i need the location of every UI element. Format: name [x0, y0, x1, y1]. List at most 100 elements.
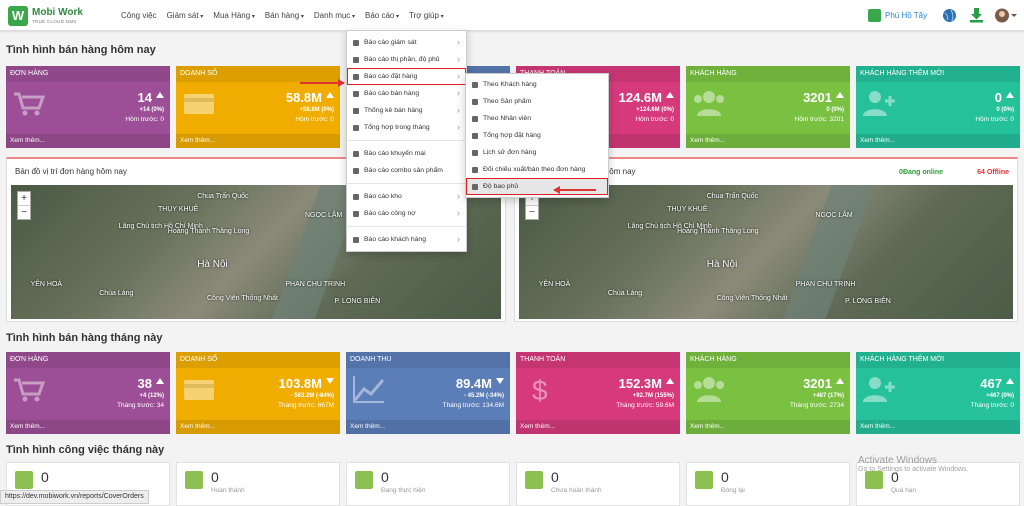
- avatar[interactable]: [995, 8, 1017, 23]
- card-more-link[interactable]: Xem thêm...: [856, 134, 1020, 148]
- card-value: 14: [137, 90, 152, 105]
- stat-card[interactable]: DOANH SỐ 103.8M - 563.2M (-84%) Tháng trước…: [176, 352, 340, 434]
- trend-arrow: [1006, 378, 1014, 384]
- card-more-link[interactable]: Xem thêm...: [176, 420, 340, 434]
- menu-item[interactable]: Báo cáo giám sát: [347, 34, 466, 51]
- card-value: 89.4M: [455, 376, 492, 391]
- card-more-link[interactable]: Xem thêm...: [6, 420, 170, 434]
- menu-item[interactable]: Mua Hàng: [213, 11, 255, 20]
- card-header: KHÁCH HÀNG THÊM MỚI: [856, 66, 1020, 82]
- card-icon: [692, 88, 726, 123]
- card-delta: 0 (0%): [996, 107, 1014, 113]
- map-place: Hoàng Thành Thăng Long: [677, 227, 759, 235]
- menu-item[interactable]: Báo cáo đặt hàng: [347, 68, 466, 85]
- arrow-head: [553, 186, 560, 194]
- card-value: 38: [137, 376, 152, 391]
- work-card[interactable]: 0 Đóng lại: [686, 462, 850, 506]
- submenu-item[interactable]: Theo Khách hàng: [466, 76, 608, 93]
- stat-card[interactable]: KHÁCH HÀNG 3201 0 (0%) Hôm trước: 3201 Xem t…: [686, 66, 850, 148]
- work-card[interactable]: 0 Hoàn thành: [176, 462, 340, 506]
- card-more-link[interactable]: Xem thêm...: [686, 420, 850, 434]
- menu-item[interactable]: Báo cáo kho: [347, 188, 466, 205]
- store-select[interactable]: Phú Hồ Tây: [885, 11, 928, 20]
- stat-card[interactable]: KHÁCH HÀNG THÊM MỚI 0 0 (0%) Hôm trước: 0 Xe…: [856, 66, 1020, 148]
- menu-item[interactable]: Danh mục: [314, 11, 355, 20]
- trend-arrow: [1006, 92, 1014, 98]
- submenu-item[interactable]: Đối chiếu xuất/bán theo đơn hàng: [466, 161, 608, 178]
- stat-card[interactable]: DOANH SỐ 58.8M +58.8M (0%) Hôm trước: 0 Xem …: [176, 66, 340, 148]
- menu-item[interactable]: Báo cáo khuyến mại: [347, 145, 466, 162]
- logo-title[interactable]: Mobi Work: [32, 7, 83, 18]
- menu-item[interactable]: Công việc: [121, 11, 157, 20]
- submenu-item[interactable]: Theo Nhân viên: [466, 110, 608, 127]
- watermark-title: Activate Windows: [858, 455, 937, 466]
- menu-item[interactable]: Giám sát: [167, 11, 204, 20]
- stat-card[interactable]: KHÁCH HÀNG 3201 +467 (17%) Tháng trước: 273…: [686, 352, 850, 434]
- card-more-link[interactable]: Xem thêm...: [346, 420, 510, 434]
- trend-arrow: [496, 378, 504, 384]
- map[interactable]: Chua Trấn Quốc THỤY KHUÊ Lăng Chủ tịch Hồ …: [519, 185, 1013, 319]
- zoom-in[interactable]: +: [529, 193, 535, 204]
- zoom-control[interactable]: + −: [17, 191, 31, 220]
- work-card[interactable]: 0 Đang thực hiện: [346, 462, 510, 506]
- card-header: ĐƠN HÀNG: [6, 66, 170, 82]
- map-place: YÊN HOÀ: [538, 281, 571, 289]
- card-more-link[interactable]: Xem thêm...: [686, 134, 850, 148]
- menu-item[interactable]: Báo cáo: [365, 11, 399, 20]
- annotation-arrow: [560, 189, 596, 191]
- stat-card[interactable]: ĐƠN HÀNG 38 +4 (12%) Tháng trước: 34 Xem thê…: [6, 352, 170, 434]
- submenu-item[interactable]: Lịch sử đơn hàng: [466, 144, 608, 161]
- card-more-link[interactable]: Xem thêm...: [6, 134, 170, 148]
- zoom-in[interactable]: +: [21, 193, 27, 204]
- download-icon[interactable]: [969, 7, 984, 23]
- map-place: PHAN CHU TRINH: [795, 281, 856, 289]
- submenu-item[interactable]: Tổng hợp đặt hàng: [466, 127, 608, 144]
- card-more-link[interactable]: Xem thêm...: [856, 420, 1020, 434]
- icon: [14, 92, 46, 116]
- menu-item[interactable]: Bán hàng: [265, 11, 304, 20]
- card-header: KHÁCH HÀNG: [686, 352, 850, 368]
- menu-item[interactable]: Trợ giúp: [409, 11, 444, 20]
- menu-item[interactable]: Báo cáo công nợ: [347, 205, 466, 222]
- menu-item[interactable]: Báo cáo combo sản phẩm: [347, 162, 466, 179]
- card-more-link[interactable]: Xem thêm...: [176, 134, 340, 148]
- arrow-head: [338, 79, 345, 87]
- card-previous: Tháng trước: 667M: [278, 402, 334, 409]
- card-icon: [12, 88, 46, 123]
- work-icon: [15, 471, 33, 489]
- menu-item[interactable]: Báo cáo khách hàng: [347, 231, 466, 248]
- work-icon: [865, 471, 883, 489]
- map-place: Lăng Chủ tịch Hồ Chí Minh: [627, 222, 712, 230]
- card-delta: 0 (0%): [826, 107, 844, 113]
- work-icon: [185, 471, 203, 489]
- stat-card[interactable]: DOANH THU 89.4M - 45.2M (-34%) Tháng trước:…: [346, 352, 510, 434]
- card-more-link[interactable]: Xem thêm...: [516, 420, 680, 434]
- menu-item[interactable]: Tổng hợp trong tháng: [347, 119, 466, 136]
- map-place: Lăng Chủ tịch Hồ Chí Minh: [118, 222, 203, 230]
- work-label: Đóng lại: [721, 487, 745, 494]
- card-value: 0: [994, 90, 1002, 105]
- submenu-item[interactable]: Theo Sản phẩm: [466, 93, 608, 110]
- work-value: 0: [721, 469, 729, 485]
- zoom-out[interactable]: −: [526, 205, 538, 219]
- menu-item[interactable]: Báo cáo bán hàng: [347, 85, 466, 102]
- card-value: 58.8M: [285, 90, 322, 105]
- logo-icon[interactable]: W: [8, 6, 28, 26]
- online-count: 0Đang online: [899, 169, 943, 176]
- stat-card[interactable]: THANH TOÁN $152.3M +92.7M (155%) Tháng trướ…: [516, 352, 680, 434]
- card-previous: Hôm trước: 0: [125, 116, 164, 123]
- globe-icon[interactable]: [942, 8, 957, 23]
- menu-item[interactable]: Thống kê bán hàng: [347, 102, 466, 119]
- work-value: 0: [891, 469, 899, 485]
- icon: [14, 378, 46, 402]
- work-card[interactable]: 0 Chưa hoàn thành: [516, 462, 680, 506]
- submenu-item[interactable]: Độ bao phủ: [466, 178, 608, 195]
- card-value: 467: [980, 376, 1002, 391]
- zoom-out[interactable]: −: [18, 205, 30, 219]
- menu-item[interactable]: Báo cáo thị phần, độ phủ: [347, 51, 466, 68]
- stat-card[interactable]: ĐƠN HÀNG 14 +14 (0%) Hôm trước: 0 Xem thêm..…: [6, 66, 170, 148]
- card-value: 3201: [803, 90, 832, 105]
- stat-card[interactable]: KHÁCH HÀNG THÊM MỚI 467 +467 (0%) Tháng trư…: [856, 352, 1020, 434]
- order-submenu: Theo Khách hàng Theo Sản phẩm Theo Nhân vi…: [465, 73, 609, 198]
